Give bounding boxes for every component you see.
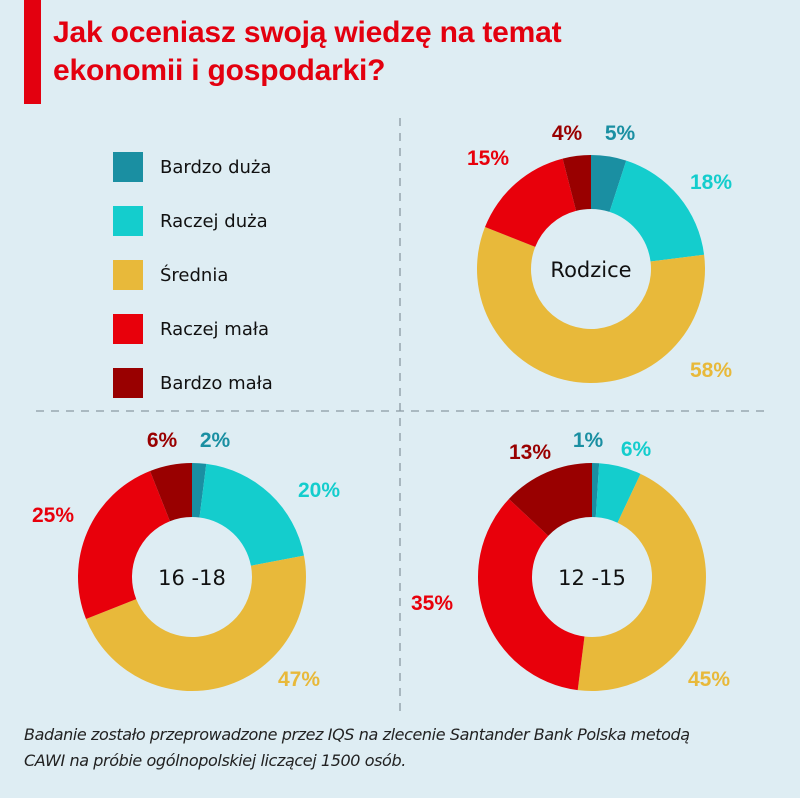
legend-item-bardzo-duza: Bardzo duża [113,140,273,194]
slice-średnia [86,555,306,691]
data-label: 5% [605,122,636,145]
legend-label: Raczej mała [160,318,269,340]
slice-bardzo-mała [508,463,592,536]
donut-center-label: Rodzice [550,258,631,282]
legend-item-raczej-mala: Raczej mała [113,302,273,356]
slice-bardzo-duża [192,463,207,518]
legend-swatch [113,206,143,236]
data-label: 2% [200,429,231,452]
data-label: 13% [509,441,551,464]
slice-raczej-mała [478,498,585,691]
legend-label: Bardzo mała [160,372,273,394]
page-title: Jak oceniasz swoją wiedzę na temat ekono… [53,14,562,90]
slice-bardzo-mała [150,463,192,522]
donut-center-label: 16 -18 [158,566,226,590]
legend-item-srednia: Średnia [113,248,273,302]
legend-label: Bardzo duża [160,156,272,178]
data-label: 45% [688,668,730,691]
slice-raczej-mała [78,471,170,619]
data-label: 15% [467,147,509,170]
data-label: 18% [690,171,732,194]
title-line-1: Jak oceniasz swoją wiedzę na temat [53,16,562,49]
slice-średnia [477,227,705,383]
data-label: 4% [552,122,583,145]
data-label: 6% [147,429,178,452]
legend-swatch [113,260,143,290]
legend-label: Raczej duża [160,210,268,232]
donut-2: 1% 6% 45% 35% 13% 12 -15 [411,429,730,692]
data-label: 47% [278,668,320,691]
donut-1: 2% 20% 47% 25% 6% 16 -18 [32,429,340,691]
title-accent-bar [24,0,41,104]
slice-raczej-duża [199,463,304,566]
footnote-line-1: Badanie zostało przeprowadzone przez IQS… [24,725,690,744]
legend-item-bardzo-mala: Bardzo mała [113,356,273,410]
legend-label: Średnia [160,264,229,286]
slice-bardzo-duża [591,155,627,212]
footnote: Badanie zostało przeprowadzone przez IQS… [24,722,690,774]
data-label: 1% [573,429,604,452]
donut-center-label: 12 -15 [558,566,626,590]
slice-raczej-duża [595,463,641,523]
slice-raczej-duża [609,160,705,262]
footnote-line-2: CAWI na próbie ogólnopolskiej liczącej 1… [24,751,406,770]
legend-swatch [113,152,143,182]
data-label: 20% [298,479,340,502]
legend-item-raczej-duza: Raczej duża [113,194,273,248]
slice-raczej-mała [485,158,577,247]
slice-bardzo-duża [592,463,600,518]
donut-0: 5% 18% 58% 15% 4% Rodzice [467,122,732,383]
data-label: 35% [411,592,453,615]
slice-bardzo-mała [562,155,591,211]
slice-średnia [577,473,707,692]
data-label: 6% [621,438,652,461]
data-label: 25% [32,504,74,527]
title-line-2: ekonomii i gospodarki? [53,54,386,87]
data-label: 58% [690,359,732,382]
legend: Bardzo duża Raczej duża Średnia Raczej m… [113,140,273,410]
legend-swatch [113,368,143,398]
legend-swatch [113,314,143,344]
